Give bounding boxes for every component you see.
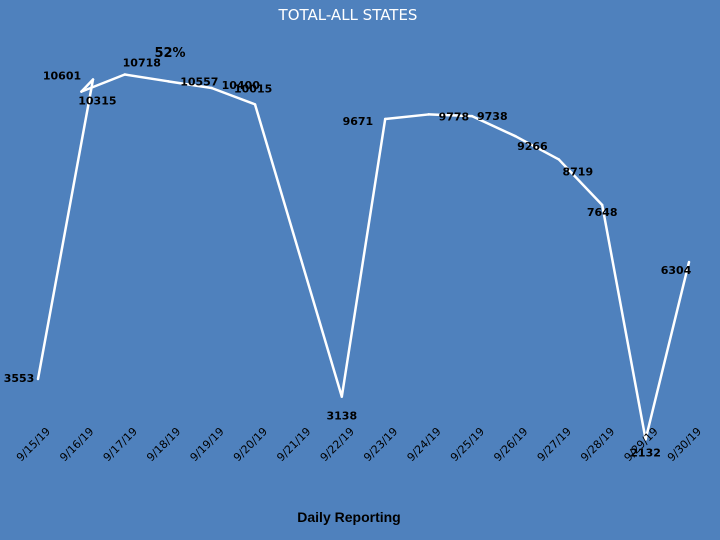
- x-tick-label: 9/19/19: [188, 425, 227, 464]
- data-label: 9266: [517, 140, 548, 153]
- data-label: 10400: [222, 79, 261, 92]
- line-segment: [470, 114, 517, 138]
- data-label: 3138: [326, 410, 357, 423]
- x-tick-label: 9/20/19: [231, 425, 270, 464]
- line-segment: [210, 86, 257, 106]
- chart-title: TOTAL-ALL STATES: [278, 6, 418, 24]
- x-tick-label: 9/22/19: [318, 425, 357, 464]
- data-label: 9778: [439, 110, 470, 123]
- line-segment: [253, 103, 344, 398]
- series-layer: [36, 73, 691, 441]
- data-label: 10718: [123, 56, 161, 69]
- x-axis-ticks: 9/15/19 9/16/19 9/17/19 9/18/19 9/19/19 9/20/…: [14, 425, 704, 464]
- line-segment: [383, 113, 430, 121]
- x-tick-label: 9/27/19: [535, 425, 574, 464]
- line-segment: [80, 73, 127, 93]
- data-label: 9738: [477, 110, 508, 123]
- data-label: 8719: [562, 165, 593, 178]
- line-segment: [600, 203, 647, 441]
- x-tick-label: 9/21/19: [274, 425, 313, 464]
- x-axis-label: Daily Reporting: [297, 509, 400, 525]
- x-tick-label: 9/24/19: [405, 425, 444, 464]
- line-segment: [36, 78, 95, 381]
- data-label: 9671: [343, 115, 374, 128]
- data-label: 7648: [587, 206, 618, 219]
- line-segment: [166, 80, 213, 90]
- x-tick-label: 9/23/19: [361, 425, 400, 464]
- line-segment: [123, 73, 170, 83]
- data-label: 3553: [4, 372, 35, 385]
- x-tick-label: 9/16/19: [57, 425, 96, 464]
- data-label: 10601: [43, 69, 81, 82]
- line-segment: [427, 113, 474, 118]
- x-tick-label: 9/18/19: [144, 425, 183, 464]
- line-segment: [514, 134, 561, 161]
- percent-annotation: 52%: [154, 46, 185, 61]
- data-label: 6304: [661, 264, 692, 277]
- line-segment: [340, 117, 387, 398]
- x-tick-label: 9/15/19: [14, 425, 53, 464]
- line-segment: [644, 260, 691, 441]
- x-tick-label: 9/28/19: [578, 425, 617, 464]
- x-tick-label: 9/17/19: [101, 425, 140, 464]
- data-label: 10015: [234, 82, 272, 95]
- data-label: 2132: [630, 446, 661, 459]
- data-label: 10557: [180, 75, 218, 88]
- x-tick-label: 9/25/19: [448, 425, 487, 464]
- line-segment: [557, 158, 604, 207]
- x-tick-label: 9/26/19: [491, 425, 530, 464]
- data-label: 10315: [78, 95, 116, 108]
- x-tick-label: 9/30/19: [665, 425, 704, 464]
